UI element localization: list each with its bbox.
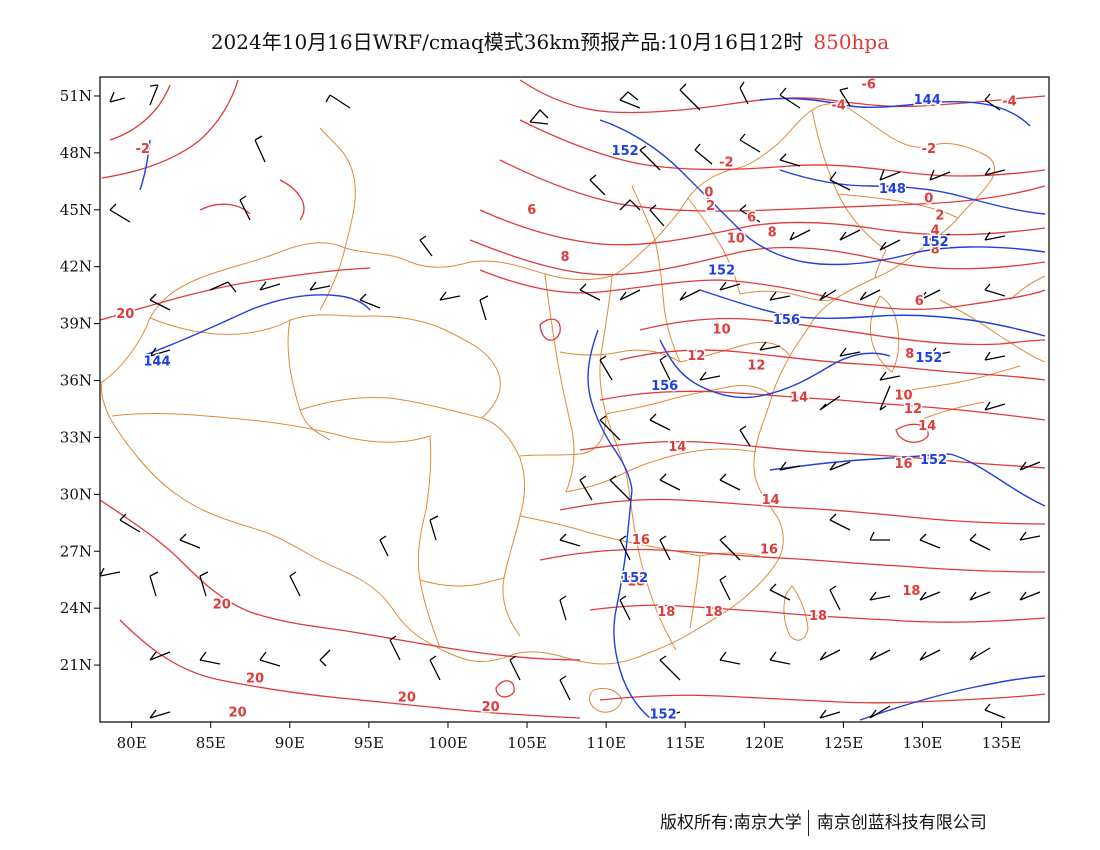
height-contour-label: 156 <box>773 313 800 328</box>
x-tick-label: 120E <box>745 734 785 752</box>
temperature-contour-label: 8 <box>560 250 569 265</box>
x-tick-label: 85E <box>196 734 226 752</box>
y-tick-label: 45N <box>60 201 92 219</box>
map-frame <box>99 76 1050 723</box>
temperature-contour-label: 18 <box>809 609 827 624</box>
temperature-contour-label: 14 <box>762 493 780 508</box>
temperature-contour-label: -4 <box>831 98 845 113</box>
y-tick-label: 27N <box>60 542 92 560</box>
longitude-axis: 80E 85E 90E 95E 100E 105E 110E 115E 120E 125E 130E… <box>117 722 1022 752</box>
temperature-contour-label: 14 <box>790 391 808 406</box>
x-tick-label: 105E <box>507 734 547 752</box>
x-tick-label: 130E <box>903 734 943 752</box>
pressure-level: 850hpa <box>813 30 890 54</box>
x-tick-label: 95E <box>354 734 384 752</box>
temperature-contour-label: 18 <box>627 575 645 590</box>
x-tick-label: 100E <box>428 734 468 752</box>
height-contour-label: 152 <box>612 144 639 159</box>
height-contour-label: 144 <box>143 355 170 370</box>
temperature-contour-label: 10 <box>727 231 745 246</box>
x-tick-label: 125E <box>824 734 864 752</box>
x-tick-label: 90E <box>275 734 305 752</box>
temperature-contour-label: 14 <box>668 440 686 455</box>
y-tick-label: 39N <box>60 315 92 333</box>
temperature-contour-label: -2 <box>922 142 936 157</box>
latitude-axis: 51N 48N 45N 42N 39N 36N 33N 30N 27N 24N 21N <box>60 87 100 674</box>
temperature-contour-label: 14 <box>918 419 936 434</box>
temperature-contour-label: 2 <box>935 208 944 223</box>
y-tick-label: 48N <box>60 144 92 162</box>
temperature-contour-label: 6 <box>527 203 536 218</box>
temperature-contour-label: 12 <box>747 358 765 373</box>
temperature-contour-label: 10 <box>713 322 731 337</box>
temperature-contour-label: 18 <box>902 584 920 599</box>
temperature-contour-label: 0 <box>704 186 713 201</box>
height-contour-label: 152 <box>621 571 648 586</box>
temperature-contour-label: -2 <box>135 142 149 157</box>
temperature-contour-label: 20 <box>116 307 134 322</box>
x-tick-label: 110E <box>586 734 626 752</box>
y-tick-label: 42N <box>60 258 92 276</box>
height-contour-label: 152 <box>922 235 949 250</box>
x-tick-label: 80E <box>117 734 147 752</box>
temperature-contour-label: 12 <box>904 402 922 417</box>
province-borders <box>101 103 1046 713</box>
footer: 版权所有:南京大学 南京创蓝科技有限公司 <box>660 808 987 836</box>
temperature-contour-label: 20 <box>246 671 264 686</box>
temperature-contour-label: 10 <box>894 389 912 404</box>
temperature-contour-label: 12 <box>687 349 705 364</box>
temperature-labels: -2-6-4 -4-2-20 022466888106108121210121414… <box>115 77 1018 722</box>
temperature-contour-label: 18 <box>705 605 723 620</box>
y-tick-label: 51N <box>60 87 92 105</box>
height-contour-label: 152 <box>915 351 942 366</box>
height-contour-label: 152 <box>920 453 947 468</box>
temperature-contour-label: 18 <box>657 605 675 620</box>
temperature-contour-label: 20 <box>398 690 416 705</box>
geopotential-height-isolines <box>139 97 1046 721</box>
temperature-contour-label: 8 <box>905 347 914 362</box>
height-contour-label: 152 <box>708 264 735 279</box>
chart-title: 2024年10月16日WRF/cmaq模式36km预报产品:10月16日12时 8… <box>0 26 1100 55</box>
title-text: 2024年10月16日WRF/cmaq模式36km预报产品:10月16日12时 <box>210 30 804 54</box>
height-contour-label: 148 <box>879 182 906 197</box>
y-tick-label: 30N <box>60 485 92 503</box>
temperature-contour-label: -2 <box>719 155 733 170</box>
y-tick-label: 21N <box>60 656 92 674</box>
y-tick-label: 33N <box>60 428 92 446</box>
temperature-contour-label: 16 <box>760 542 778 557</box>
temperature-contour-label: 20 <box>213 597 231 612</box>
temperature-contour-label: 20 <box>229 706 247 721</box>
temperature-contour-label: 2 <box>706 199 715 214</box>
temperature-contour-label: 6 <box>747 210 756 225</box>
height-contour-label: 156 <box>651 379 678 394</box>
temperature-contour-label: 6 <box>915 294 924 309</box>
temperature-contour-label: 20 <box>482 700 500 715</box>
footer-separator <box>807 810 809 836</box>
x-tick-label: 135E <box>982 734 1022 752</box>
temperature-contour-label: 0 <box>924 191 933 206</box>
temperature-contour-label: -6 <box>861 78 875 93</box>
temperature-contour-label: 16 <box>632 533 650 548</box>
temperature-contour-label: 8 <box>931 243 940 258</box>
y-tick-label: 24N <box>60 599 92 617</box>
temperature-contour-label: 16 <box>894 457 912 472</box>
height-contour-label: 152 <box>650 707 677 722</box>
company-text: 南京创蓝科技有限公司 <box>816 813 987 833</box>
temperature-contour-label: 8 <box>768 226 777 241</box>
copyright-text: 版权所有:南京大学 <box>660 813 802 833</box>
x-tick-label: 115E <box>665 734 705 752</box>
height-contour-label: 144 <box>914 93 941 108</box>
wind-barbs <box>100 81 1041 719</box>
temperature-contour-label: 4 <box>931 224 940 239</box>
y-tick-label: 36N <box>60 372 92 390</box>
temperature-contour-label: -4 <box>1002 95 1016 110</box>
